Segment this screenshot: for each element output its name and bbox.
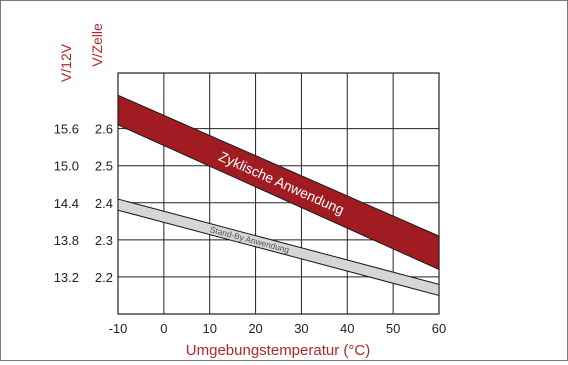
y-tick-label-vzelle: 2.2: [95, 270, 113, 285]
y-tick-label-v12: 14.4: [54, 196, 79, 211]
band-zyklisch: [117, 94, 440, 271]
y-axis-label-vzelle: V/Zelle: [89, 23, 105, 67]
band-standby: [117, 198, 440, 297]
y-tick-label-vzelle: 2.6: [95, 122, 113, 137]
x-tick-label: 0: [160, 321, 167, 336]
x-tick-label: 40: [340, 321, 354, 336]
y-tick-label-v12: 13.8: [54, 233, 79, 248]
band-label-zyklisch: Zyklische Anwendung: [217, 148, 347, 218]
x-tick-label: 50: [386, 321, 400, 336]
x-axis-label: Umgebungstemperatur (°C): [186, 342, 370, 359]
y-tick-label-v12: 15.6: [54, 122, 79, 137]
x-tick-label: 10: [202, 321, 216, 336]
x-tick-label: -10: [109, 321, 128, 336]
y-tick-label-v12: 15.0: [54, 159, 79, 174]
y-tick-label-vzelle: 2.5: [95, 159, 113, 174]
y-tick-label-v12: 13.2: [54, 270, 79, 285]
x-tick-label: 30: [294, 321, 308, 336]
plot-area: [117, 72, 440, 315]
x-tick-label: 60: [432, 321, 446, 336]
y-axis-label-v12: V/12V: [58, 43, 74, 82]
x-tick-label: 20: [248, 321, 262, 336]
y-tick-label-vzelle: 2.4: [95, 196, 113, 211]
y-tick-label-vzelle: 2.3: [95, 233, 113, 248]
